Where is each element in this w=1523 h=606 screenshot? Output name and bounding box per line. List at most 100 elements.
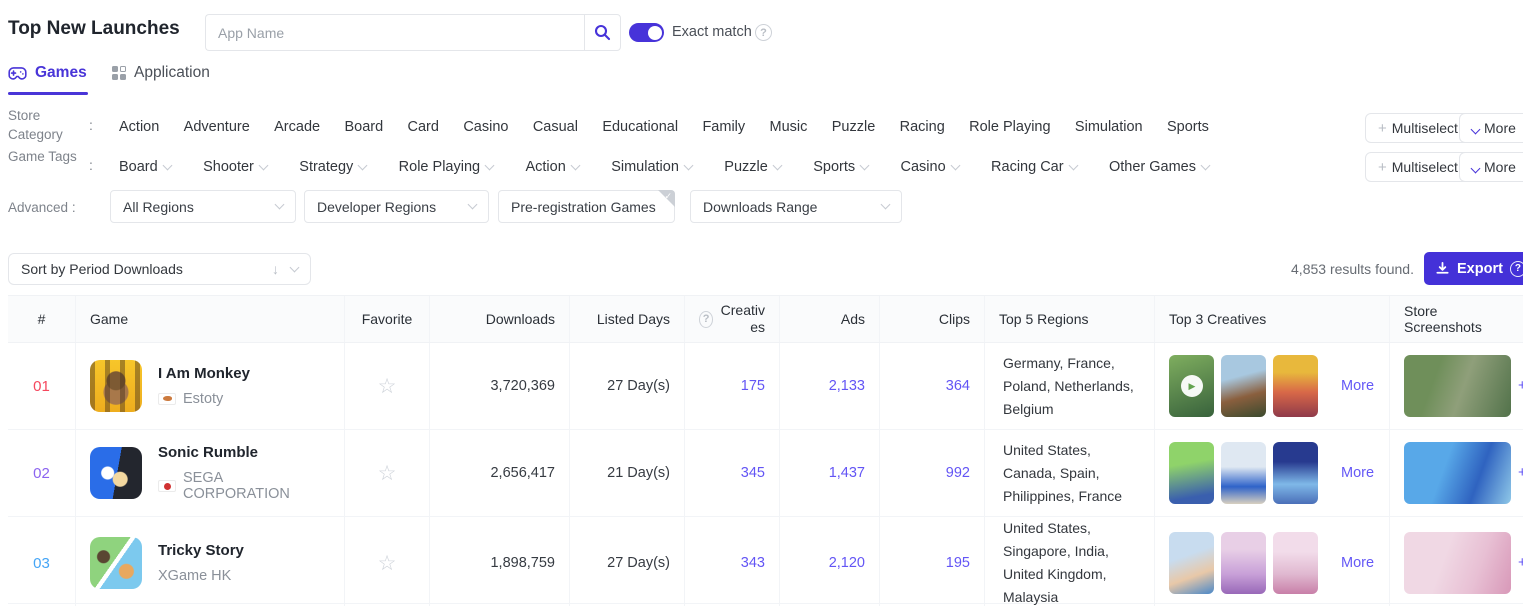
creative-thumbnail[interactable] — [1273, 442, 1318, 504]
tag-chip[interactable]: Other Games — [1109, 159, 1211, 175]
creatives-link[interactable]: 175 — [740, 378, 765, 394]
category-chip[interactable]: Racing — [899, 119, 945, 135]
multiselect-button-category[interactable]: + Multiselect — [1365, 113, 1471, 143]
creatives-link[interactable]: 343 — [740, 555, 765, 571]
game-name[interactable]: I Am Monkey — [158, 365, 250, 382]
more-link[interactable]: More — [1341, 378, 1375, 394]
store-screenshot-thumbnail[interactable] — [1404, 355, 1511, 417]
category-chip[interactable]: Casual — [532, 119, 578, 135]
clips-link[interactable]: 364 — [945, 378, 970, 394]
more-label: More — [1484, 120, 1516, 136]
more-button-category[interactable]: More — [1459, 113, 1523, 143]
app-name-search-input[interactable] — [205, 14, 584, 51]
tag-chip[interactable]: Puzzle — [724, 159, 783, 175]
app-icon[interactable] — [90, 537, 142, 589]
category-chip[interactable]: Sports — [1166, 119, 1209, 135]
tag-chip[interactable]: Simulation — [611, 159, 694, 175]
pre-registration-games-select[interactable]: Pre-registration Games ✓ — [498, 190, 675, 223]
tag-chip-label: Simulation — [611, 159, 679, 175]
category-chip[interactable]: Family — [702, 119, 746, 135]
gamepad-icon — [8, 66, 27, 80]
ads-link[interactable]: 2,133 — [828, 378, 865, 394]
all-regions-select[interactable]: All Regions — [110, 190, 296, 223]
screenshot-more-count[interactable]: + — [1518, 465, 1523, 481]
game-name[interactable]: Sonic Rumble — [158, 444, 259, 461]
tab-application-label: Application — [134, 64, 210, 81]
category-chip[interactable]: Board — [344, 119, 384, 135]
tag-chip-label: Racing Car — [991, 159, 1064, 175]
ads-cell: 2,120 — [780, 517, 880, 606]
tab-application[interactable]: Application — [112, 64, 210, 82]
category-chip[interactable]: Educational — [602, 119, 679, 135]
tag-chip[interactable]: Action — [525, 159, 581, 175]
clips-link[interactable]: 195 — [945, 555, 970, 571]
chevron-down-icon — [289, 262, 300, 272]
all-regions-select-label: All Regions — [123, 198, 194, 215]
creative-thumbnail[interactable]: ▶ — [1169, 355, 1214, 417]
favorite-star-icon[interactable]: ☆ — [377, 461, 397, 485]
screenshot-more-count[interactable]: +2 — [1518, 555, 1523, 571]
tag-chip[interactable]: Sports — [813, 159, 870, 175]
clips-link[interactable]: 992 — [945, 465, 970, 481]
tag-chip-label: Casino — [900, 159, 946, 175]
screenshot-more-count[interactable]: + — [1518, 378, 1523, 394]
creative-thumbnail[interactable] — [1169, 442, 1214, 504]
tag-chip[interactable]: Board — [119, 159, 173, 175]
more-link[interactable]: More — [1341, 465, 1375, 481]
creative-thumbnail[interactable] — [1273, 355, 1318, 417]
favorite-star-icon[interactable]: ☆ — [377, 551, 397, 575]
game-tags-colon: : — [89, 157, 93, 173]
sort-direction-icon[interactable]: ↓ — [272, 261, 279, 277]
creative-thumbnail[interactable] — [1221, 355, 1266, 417]
app-icon[interactable] — [90, 447, 142, 499]
ads-link[interactable]: 2,120 — [828, 555, 865, 571]
export-help-icon[interactable]: ? — [1509, 260, 1523, 277]
category-chip[interactable]: Arcade — [274, 119, 321, 135]
tag-chip[interactable]: Racing Car — [991, 159, 1079, 175]
category-chip[interactable]: Simulation — [1074, 119, 1143, 135]
more-link[interactable]: More — [1341, 555, 1375, 571]
favorite-star-icon[interactable]: ☆ — [377, 374, 397, 398]
tag-chip[interactable]: Strategy — [299, 159, 368, 175]
tag-chip[interactable]: Shooter — [203, 159, 269, 175]
category-chip[interactable]: Music — [769, 119, 808, 135]
table-header-cell: Top 3 Creatives — [1155, 296, 1390, 342]
category-chip[interactable]: Action — [119, 119, 160, 135]
store-screenshot-thumbnail[interactable] — [1404, 532, 1511, 594]
creative-thumbnail[interactable] — [1169, 532, 1214, 594]
search-icon — [594, 24, 611, 41]
multiselect-button-tags[interactable]: + Multiselect — [1365, 152, 1471, 182]
search-button[interactable] — [584, 14, 621, 51]
category-chip[interactable]: Card — [407, 119, 439, 135]
publisher-name[interactable]: SEGA CORPORATION — [183, 470, 290, 502]
table-row: 01 I Am Monkey Estoty ☆ 3,720,369 27 Day(s) 17… — [8, 343, 1523, 430]
downloads-range-select[interactable]: Downloads Range — [690, 190, 902, 223]
developer-regions-select[interactable]: Developer Regions — [304, 190, 489, 223]
category-chip[interactable]: Adventure — [183, 119, 250, 135]
pre-registration-games-select-label: Pre-registration Games — [511, 198, 656, 215]
game-name[interactable]: Tricky Story — [158, 542, 244, 559]
table-header-cell: Store Screenshots — [1404, 303, 1482, 335]
publisher-name[interactable]: Estoty — [183, 391, 224, 407]
creative-thumbnail[interactable] — [1221, 442, 1266, 504]
exact-match-help-icon[interactable]: ? — [755, 24, 772, 41]
category-chip[interactable]: Puzzle — [831, 119, 876, 135]
exact-match-toggle[interactable] — [629, 23, 664, 42]
export-button[interactable]: Export ? — [1424, 252, 1523, 285]
sort-select[interactable]: Sort by Period Downloads ↓ — [8, 253, 311, 285]
tag-chip[interactable]: Casino — [900, 159, 961, 175]
category-chip[interactable]: Role Playing — [969, 119, 1051, 135]
tag-chip[interactable]: Role Playing — [399, 159, 495, 175]
publisher-name[interactable]: XGame HK — [158, 568, 232, 584]
store-screenshot-thumbnail[interactable] — [1404, 442, 1511, 504]
creatives-help-icon[interactable]: ? — [699, 310, 714, 328]
category-chip[interactable]: Casino — [463, 119, 509, 135]
ads-link[interactable]: 1,437 — [828, 465, 865, 481]
app-icon[interactable] — [90, 360, 142, 412]
more-button-tags[interactable]: More — [1459, 152, 1523, 182]
tab-games[interactable]: Games — [8, 64, 87, 82]
creative-thumbnail[interactable] — [1273, 532, 1318, 594]
tag-chip-label: Sports — [813, 159, 856, 175]
creatives-link[interactable]: 345 — [740, 465, 765, 481]
creative-thumbnail[interactable] — [1221, 532, 1266, 594]
